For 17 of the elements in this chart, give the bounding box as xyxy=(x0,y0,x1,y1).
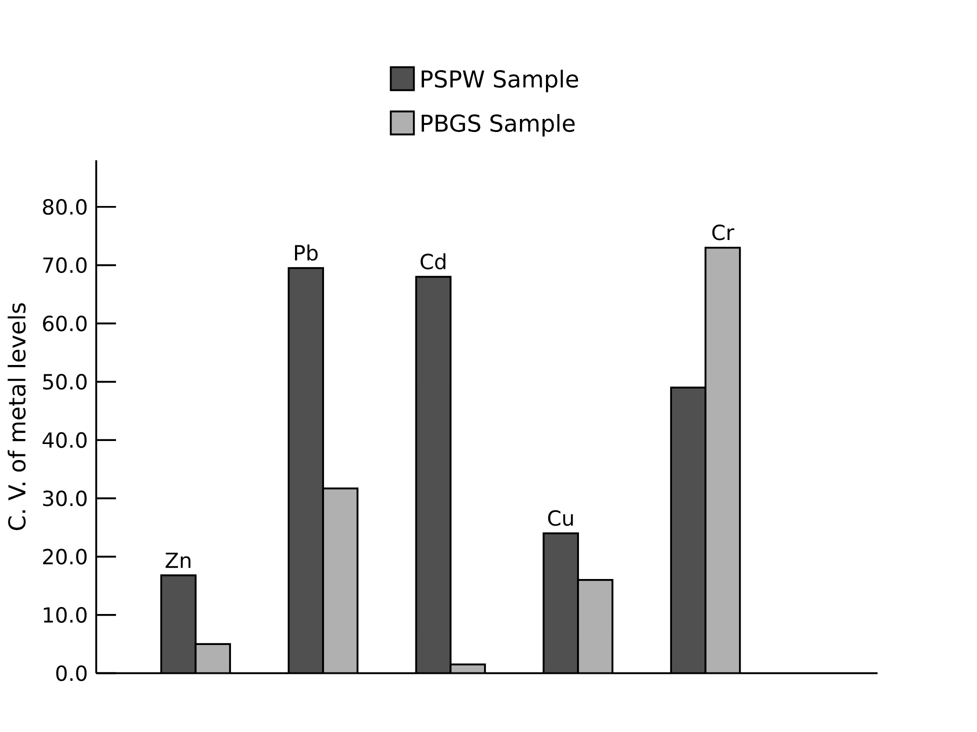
x-tick-label: Pb xyxy=(295,244,318,261)
x-tick-label: Cr xyxy=(712,224,734,240)
y-tick-label: 40.0 xyxy=(42,432,87,448)
y-tick-label: 30.0 xyxy=(43,490,87,506)
x-tick-label: Cu xyxy=(548,510,573,526)
y-tick-label: 50.0 xyxy=(43,374,87,390)
y-axis-title: C. V. of metal levels xyxy=(8,303,26,530)
y-tick-label: 60.0 xyxy=(43,316,87,332)
x-tick-label: Zn xyxy=(166,552,190,568)
y-tick-label: 70.0 xyxy=(43,257,87,274)
legend-label: PSPW Sample xyxy=(422,70,578,92)
y-tick-label: 80.0 xyxy=(42,199,87,215)
legend-label: PBGS Sample xyxy=(422,114,575,137)
y-tick-label: 10.0 xyxy=(44,607,87,623)
y-tick-label: 20.0 xyxy=(43,548,87,565)
y-tick-label: 0.0 xyxy=(56,665,87,682)
x-tick-label: Cd xyxy=(420,253,446,270)
